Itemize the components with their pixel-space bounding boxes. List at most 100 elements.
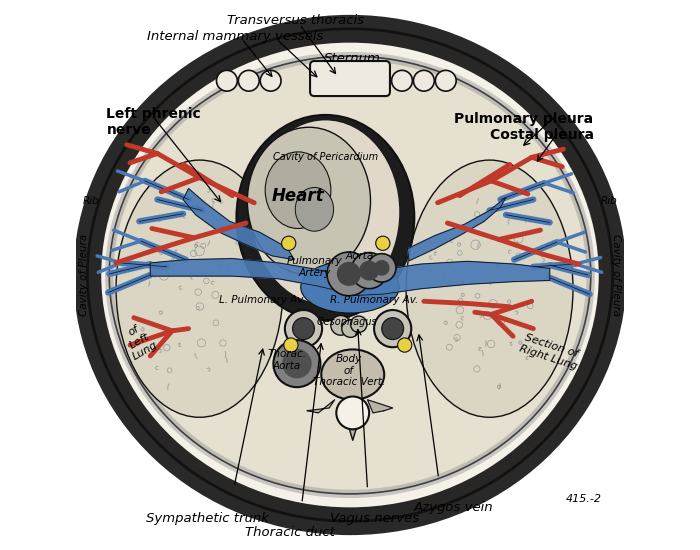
- Text: ɔ: ɔ: [477, 230, 484, 238]
- Text: Pulmonary
Artery: Pulmonary Artery: [286, 256, 342, 278]
- Text: (: (: [136, 260, 139, 267]
- Text: c: c: [468, 228, 472, 234]
- Text: c: c: [194, 240, 199, 247]
- Text: (: (: [507, 217, 510, 224]
- Text: Heart: Heart: [272, 186, 324, 205]
- Text: Left phrenic
nerve: Left phrenic nerve: [106, 107, 201, 137]
- Text: Aorta: Aorta: [346, 251, 374, 261]
- Text: o: o: [443, 320, 448, 326]
- Circle shape: [374, 310, 412, 347]
- Text: o: o: [156, 248, 161, 254]
- Ellipse shape: [406, 160, 573, 417]
- Circle shape: [281, 236, 296, 250]
- Circle shape: [239, 70, 259, 91]
- Text: c: c: [211, 197, 215, 204]
- Polygon shape: [368, 400, 393, 413]
- Text: ε: ε: [461, 279, 465, 286]
- Text: ε: ε: [524, 355, 528, 361]
- Text: Oesophagus: Oesophagus: [316, 316, 377, 327]
- Ellipse shape: [265, 152, 331, 228]
- Ellipse shape: [109, 56, 591, 494]
- Polygon shape: [183, 189, 294, 260]
- Text: ): ): [454, 267, 457, 274]
- Circle shape: [382, 318, 404, 339]
- Circle shape: [282, 349, 312, 378]
- Text: Sternum: Sternum: [324, 52, 382, 65]
- Text: o: o: [494, 262, 500, 268]
- Text: ): ): [442, 274, 446, 282]
- Text: Thoracic duct: Thoracic duct: [245, 526, 335, 538]
- Text: o: o: [234, 239, 240, 246]
- Text: c: c: [178, 284, 183, 290]
- Text: c: c: [155, 365, 159, 371]
- Text: Vagus nerves: Vagus nerves: [330, 512, 419, 525]
- Ellipse shape: [251, 120, 399, 304]
- Text: ɔ: ɔ: [158, 348, 163, 354]
- Circle shape: [342, 320, 359, 337]
- Polygon shape: [307, 400, 335, 413]
- Circle shape: [336, 397, 369, 430]
- Text: Rib: Rib: [83, 196, 99, 206]
- Text: Cavity of Pericardium: Cavity of Pericardium: [273, 152, 378, 162]
- Text: Cavity of Pleura: Cavity of Pleura: [611, 234, 621, 316]
- Text: ε: ε: [174, 249, 179, 255]
- Circle shape: [274, 340, 321, 387]
- Text: Cavity of Pleura: Cavity of Pleura: [79, 234, 89, 316]
- Text: ɔ: ɔ: [241, 259, 246, 266]
- Text: c: c: [209, 279, 215, 287]
- Text: (: (: [475, 241, 480, 248]
- Text: c: c: [507, 248, 512, 255]
- Circle shape: [337, 262, 361, 286]
- Circle shape: [398, 338, 412, 352]
- Ellipse shape: [247, 127, 370, 275]
- Text: (: (: [165, 383, 169, 389]
- Text: ɔ: ɔ: [159, 250, 163, 256]
- Text: o: o: [157, 309, 162, 316]
- Text: ɔ: ɔ: [195, 305, 199, 311]
- Circle shape: [376, 236, 390, 250]
- Circle shape: [327, 252, 371, 296]
- Text: o: o: [456, 241, 462, 248]
- Circle shape: [351, 316, 367, 332]
- Text: ε: ε: [160, 336, 167, 343]
- Text: ɔ: ɔ: [162, 262, 169, 268]
- Text: c: c: [172, 192, 177, 199]
- Circle shape: [293, 318, 314, 339]
- Text: ): ): [498, 302, 502, 309]
- Ellipse shape: [301, 261, 399, 313]
- Text: o: o: [517, 339, 523, 347]
- Text: ε: ε: [176, 342, 181, 348]
- Text: ɔ: ɔ: [218, 199, 223, 205]
- Text: (: (: [193, 352, 198, 359]
- Text: o: o: [139, 326, 145, 333]
- Text: ε: ε: [151, 272, 157, 279]
- Circle shape: [260, 70, 281, 91]
- Text: ɔ: ɔ: [454, 336, 458, 343]
- Ellipse shape: [321, 349, 384, 400]
- Text: ε: ε: [157, 217, 161, 223]
- Text: ): ): [224, 356, 228, 364]
- Text: ɔ: ɔ: [223, 265, 228, 272]
- Polygon shape: [344, 400, 361, 440]
- Text: Sympathetic trunk: Sympathetic trunk: [146, 512, 270, 525]
- Text: ): ): [171, 256, 175, 263]
- Text: L. Pulmonary Av.: L. Pulmonary Av.: [219, 295, 306, 305]
- Text: ): ): [223, 350, 226, 357]
- Text: ε: ε: [487, 279, 492, 285]
- Ellipse shape: [237, 115, 414, 320]
- Text: ): ): [205, 239, 211, 246]
- Text: ɔ: ɔ: [514, 309, 519, 316]
- Text: 415.-2: 415.-2: [566, 494, 602, 504]
- Circle shape: [435, 70, 456, 91]
- Polygon shape: [347, 261, 550, 296]
- Circle shape: [391, 70, 412, 91]
- Text: ɔ: ɔ: [180, 198, 186, 205]
- Circle shape: [414, 70, 434, 91]
- Text: ε: ε: [509, 340, 514, 346]
- FancyBboxPatch shape: [310, 61, 390, 96]
- Text: o: o: [193, 242, 197, 249]
- Text: ε: ε: [433, 250, 438, 256]
- Text: ε: ε: [208, 262, 212, 268]
- Text: ɔ: ɔ: [477, 312, 484, 319]
- Polygon shape: [150, 258, 353, 294]
